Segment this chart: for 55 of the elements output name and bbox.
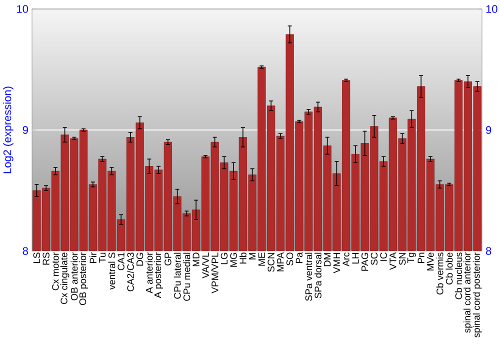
y2-tick-label: 10 xyxy=(486,5,498,13)
y2-tick-label: 8 xyxy=(486,247,492,255)
x-tick-label: OB anterior xyxy=(70,252,78,300)
x-tick-label: IC xyxy=(380,252,387,261)
y2-tick-label: 9 xyxy=(486,126,492,134)
x-tick-label: CPu medial xyxy=(183,252,190,301)
x-tick-label: Arc xyxy=(342,252,350,266)
x-tick-label: Cb nucleus xyxy=(455,252,462,300)
x-tick-label: Cb lobe xyxy=(446,252,453,284)
x-tick-label: A posterior xyxy=(154,252,163,298)
x-tick-label: MPA xyxy=(277,252,284,272)
x-tick-label: Pa xyxy=(296,252,303,264)
x-tick-label: VTA xyxy=(390,252,396,270)
x-tick-label: SPa dorsal xyxy=(314,252,322,298)
x-tick-label: PAG xyxy=(361,252,368,271)
x-tick-label: VPM/VPL xyxy=(211,252,218,294)
x-tick-label: LG xyxy=(220,252,228,264)
y-tick-label: 10 xyxy=(17,5,28,13)
x-tick-label: CPu lateral xyxy=(174,252,181,299)
x-tick-label: GP xyxy=(164,252,172,266)
x-tick-label: MD xyxy=(192,252,200,266)
x-tick-label: Tg xyxy=(407,252,416,264)
x-tick-label: Cb vermis xyxy=(436,252,444,294)
x-tick-label: MVe xyxy=(427,252,434,270)
x-tick-label: MG xyxy=(230,252,237,267)
x-tick-label: RS xyxy=(42,252,50,265)
x-tick-label: LH xyxy=(352,252,359,264)
y-tick-label: 9 xyxy=(22,126,28,134)
x-tick-label: LS xyxy=(33,252,40,264)
x-tick-label: SN xyxy=(398,252,406,265)
x-tick-label: DM xyxy=(324,252,331,266)
x-tick-label: SC xyxy=(370,252,378,265)
x-tick-label: CA1 xyxy=(118,252,124,270)
x-tick-label: CA2/CA3 xyxy=(126,252,134,292)
x-tick-label: M xyxy=(249,252,256,260)
x-tick-label: Tu xyxy=(99,252,106,263)
x-tick-label: Pn xyxy=(418,252,424,264)
x-tick-label: DG xyxy=(136,252,144,266)
x-tick-label: SO xyxy=(286,252,294,266)
x-tick-label: OB posterior xyxy=(79,252,88,306)
x-tick-label: VMH xyxy=(333,252,340,274)
x-tick-label: spinal cord posterior xyxy=(472,252,482,338)
x-tick-label: SCN xyxy=(268,252,274,272)
x-tick-label: spinal cord anterior xyxy=(464,252,472,333)
x-tick-label: ME xyxy=(258,252,265,266)
y-tick-label: 8 xyxy=(22,247,28,255)
x-tick-label: A anterior xyxy=(146,252,153,294)
x-tick-label: Cx motor xyxy=(52,252,59,290)
x-tick-label: VA/VL xyxy=(202,252,209,278)
x-tick-label: Pir xyxy=(90,252,96,264)
x-tick-label: ventral S xyxy=(108,252,116,290)
x-tick-label: Hb xyxy=(239,252,246,264)
x-tick-label: SPa ventral xyxy=(305,252,312,301)
y-axis-title: Log2 (expression) xyxy=(3,86,14,174)
x-tick-label: Cx cingulate xyxy=(60,252,70,304)
